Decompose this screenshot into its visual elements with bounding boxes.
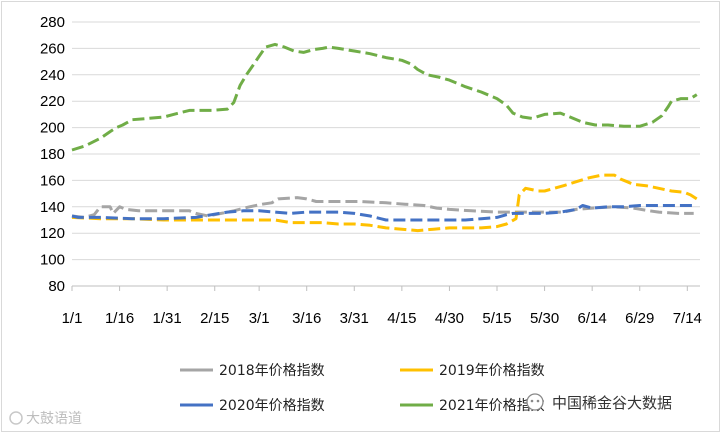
x-tick-label: 5/15 bbox=[482, 310, 511, 327]
x-tick-label: 6/14 bbox=[578, 310, 607, 327]
x-tick-label: 2/15 bbox=[200, 310, 229, 327]
x-tick-label: 3/1 bbox=[249, 310, 270, 327]
legend-label: 2021年价格指数 bbox=[439, 398, 545, 414]
watermark-right-text: 中国稀金谷大数据 bbox=[552, 394, 672, 412]
y-tick-label: 100 bbox=[40, 252, 65, 269]
wechat-icon bbox=[526, 393, 544, 411]
series-lines bbox=[71, 42, 698, 233]
gridlines bbox=[72, 21, 700, 287]
legend: 2018年价格指数 2019年价格指数 2020年价格指数 2021年价格指数 bbox=[180, 363, 545, 414]
y-tick-label: 160 bbox=[40, 172, 65, 189]
x-tick-label: 7/14 bbox=[673, 310, 702, 327]
x-tick-label: 5/30 bbox=[530, 310, 559, 327]
x-tick-label: 4/30 bbox=[435, 310, 464, 327]
legend-label: 2019年价格指数 bbox=[439, 363, 545, 379]
x-tick-label: 6/29 bbox=[625, 310, 654, 327]
y-tick-label: 260 bbox=[40, 40, 65, 57]
y-tick-label: 200 bbox=[40, 120, 65, 137]
legend-label: 2020年价格指数 bbox=[219, 398, 325, 414]
y-tick-label: 180 bbox=[40, 146, 65, 163]
series-line-2 bbox=[71, 173, 698, 233]
series-line-4 bbox=[71, 42, 698, 152]
y-tick-label: 240 bbox=[40, 67, 65, 84]
y-tick-label: 80 bbox=[48, 278, 65, 295]
watermark-left-text: 大鼓语道 bbox=[26, 411, 82, 427]
x-axis: 1/1 1/16 1/31 2/15 3/1 3/16 3/31 4/15 4/30 5/15 5/… bbox=[62, 285, 702, 327]
x-tick-label: 3/16 bbox=[292, 310, 321, 327]
x-tick-label: 1/31 bbox=[153, 310, 182, 327]
y-axis-ticks: 80 100 120 140 160 180 200 220 240 260 280 bbox=[40, 14, 65, 295]
y-tick-label: 140 bbox=[40, 199, 65, 216]
y-tick-label: 220 bbox=[40, 93, 65, 110]
watermark-right: 中国稀金谷大数据 bbox=[526, 393, 672, 412]
y-tick-label: 280 bbox=[40, 14, 65, 31]
legend-label: 2018年价格指数 bbox=[219, 363, 325, 379]
x-tick-label: 1/1 bbox=[62, 310, 83, 327]
watermark-logo-icon bbox=[9, 411, 23, 425]
y-tick-label: 120 bbox=[40, 225, 65, 242]
x-tick-label: 1/16 bbox=[105, 310, 134, 327]
x-tick-label: 3/31 bbox=[340, 310, 369, 327]
watermark-left: 大鼓语道 bbox=[9, 411, 82, 427]
x-tick-label: 4/15 bbox=[387, 310, 416, 327]
series-line-3 bbox=[71, 204, 697, 222]
